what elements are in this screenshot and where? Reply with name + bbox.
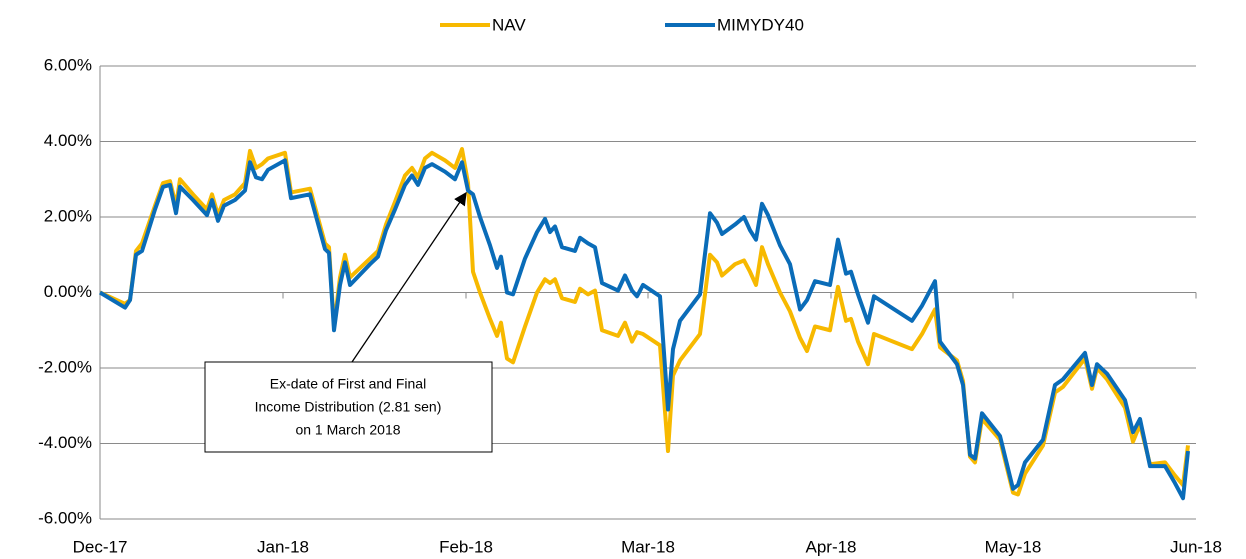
annotation-text: Ex-date of First and Final bbox=[270, 376, 426, 392]
annotation-text: on 1 March 2018 bbox=[295, 422, 400, 438]
annotation-box bbox=[204, 361, 493, 453]
x-tick-label: Apr-18 bbox=[805, 537, 856, 556]
x-tick-label: Jan-18 bbox=[257, 537, 309, 556]
y-tick-label: 0.00% bbox=[44, 282, 92, 301]
y-tick-label: -4.00% bbox=[38, 433, 92, 452]
series-line bbox=[98, 158, 1190, 501]
lines bbox=[98, 147, 1190, 501]
x-tick-label: Jun-18 bbox=[1170, 537, 1222, 556]
y-tick-label: 2.00% bbox=[44, 206, 92, 225]
annotation: Ex-date of First and Final Income Distrib… bbox=[204, 191, 493, 453]
legend-label: MIMYDY40 bbox=[717, 15, 804, 34]
x-tick-label: Dec-17 bbox=[73, 537, 128, 556]
y-tick-label: -2.00% bbox=[38, 357, 92, 376]
legend-label: NAV bbox=[492, 15, 526, 34]
y-tick-label: -6.00% bbox=[38, 508, 92, 527]
x-tick-label: Feb-18 bbox=[439, 537, 493, 556]
x-tick-label: Mar-18 bbox=[621, 537, 675, 556]
y-tick-label: 4.00% bbox=[44, 131, 92, 150]
x-tick-label: May-18 bbox=[985, 537, 1042, 556]
annotation-arrow bbox=[351, 191, 467, 363]
y-tick-label: 6.00% bbox=[44, 55, 92, 74]
annotation-text: Income Distribution (2.81 sen) bbox=[255, 399, 442, 415]
